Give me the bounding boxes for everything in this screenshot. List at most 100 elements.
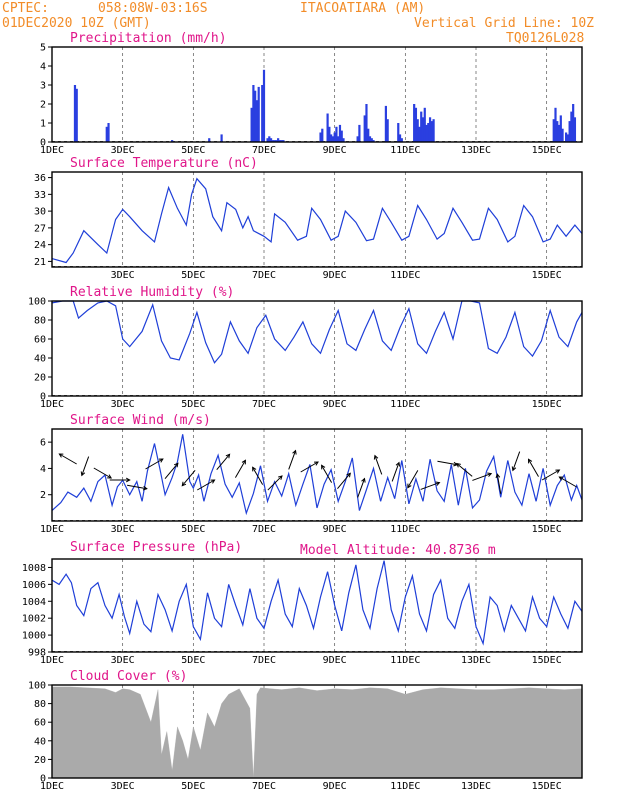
wind-arrow-head [527,458,533,464]
precip-bar [372,140,375,142]
wind-arrow [407,470,419,488]
wind-arrow-head [107,474,113,479]
y-tick-label: 1000 [22,631,46,642]
precip-bar [414,107,418,142]
y-tick-label: 5 [40,43,46,54]
x-tick-label: 5DEC [181,399,205,410]
x-tick-label: 1DEC [40,781,64,792]
wind-arrow [288,450,297,470]
precip-bar [250,107,253,142]
y-tick-label: 80 [34,316,46,327]
precip-bar [269,138,273,142]
precip-bar [428,117,432,142]
wind-arrow [374,455,383,475]
x-tick-label: 11DEC [390,524,420,535]
precip-bar [398,134,402,142]
x-tick-label: 1DEC [40,524,64,535]
precip-bar [337,136,340,142]
wind-arrow-head [173,462,179,468]
precip-bar [282,140,285,142]
y-tick-label: 80 [34,699,46,710]
precip-bar [340,130,343,142]
wind-arrow [528,459,539,477]
precip-bar [330,134,333,142]
y-tick-label: 100 [28,297,46,308]
y-tick-label: 1004 [22,597,46,608]
precip-bar [331,136,334,142]
x-tick-label: 13DEC [461,145,491,156]
y-tick-label: 998 [28,648,46,659]
wind-arrow-head [456,462,461,468]
y-tick-label: 60 [34,335,46,346]
x-tick-label: 5DEC [181,655,205,666]
x-tick-label: 9DEC [323,781,347,792]
precip-bar [255,100,259,142]
wind-arrow [391,462,400,482]
wind-arrow-head [125,477,131,483]
header-model: TQ0126L028 [506,31,584,46]
x-tick-label: 11DEC [390,270,420,281]
panel-title: Surface Wind (m/s) [70,413,211,428]
precip-bar [277,138,280,142]
wind-arrow [252,467,264,485]
series-line [51,177,583,264]
precip-bar [370,138,373,142]
x-tick-label: 1DEC [40,145,64,156]
panel-5: Surface Pressure (hPa) 1DEC 3DEC 5DEC 7DEC 9D… [22,540,583,666]
y-tick-label: 20 [34,373,46,384]
x-tick-label: 1DEC [40,399,64,410]
x-tick-label: 7DEC [252,399,276,410]
wind-arrow-head [321,464,326,470]
panel-title: Relative Humidity (%) [70,285,234,300]
precip-bar [421,117,425,142]
x-tick-label: 15DEC [532,524,562,535]
precip-bar [432,119,435,142]
y-tick-label: 30 [34,207,46,218]
wind-arrow [234,460,246,478]
header-source: CPTEC: [2,1,49,16]
precip-bar [280,140,283,142]
precip-bar [171,140,174,142]
wind-arrow-head [373,454,379,460]
panel-title: Surface Pressure (hPa) [70,540,242,555]
y-tick-label: 0 [40,392,46,403]
precip-bar [556,121,559,142]
precip-bar [561,128,564,142]
precip-bar [335,126,338,142]
precip-bar [397,123,400,142]
wind-arrow-head [558,476,564,481]
y-tick-label: 21 [34,257,46,268]
y-tick-label: 40 [34,736,46,747]
precip-bar [356,136,359,142]
wind-arrow [93,467,112,479]
panel-frame [51,558,583,653]
precip-bar [572,104,575,142]
precip-bar [257,86,260,142]
y-tick-label: 2 [40,100,46,111]
panel-frame [51,300,583,397]
wind-arrow-head [487,472,493,477]
wind-arrow-head [80,471,86,477]
precip-bar [328,126,331,142]
x-tick-label: 15DEC [532,270,562,281]
x-tick-label: 11DEC [390,399,420,410]
x-tick-label: 3DEC [111,399,135,410]
y-tick-label: 33 [34,190,46,201]
y-tick-label: 0 [40,774,46,785]
y-tick-label: 3 [40,81,46,92]
precip-bar [273,140,276,142]
panel-1: Precipitation (mm/h) 1DEC 3DEC 5DEC 7DEC 9DEC… [40,31,583,156]
precip-bar [261,85,264,142]
precip-bar [338,124,342,142]
precip-bar [565,132,568,142]
wind-arrow [216,454,230,470]
panel-title: Cloud Cover (%) [70,669,187,684]
precip-bar [107,123,110,142]
wind-arrow-head [346,472,351,478]
wind-arrow [81,456,90,476]
panel-title: Surface Temperature (nC) [70,156,258,171]
x-tick-label: 9DEC [323,399,347,410]
header-station: ITACOATIARA (AM) [300,1,425,16]
precip-bar [333,132,336,142]
precip-bar [416,119,419,142]
